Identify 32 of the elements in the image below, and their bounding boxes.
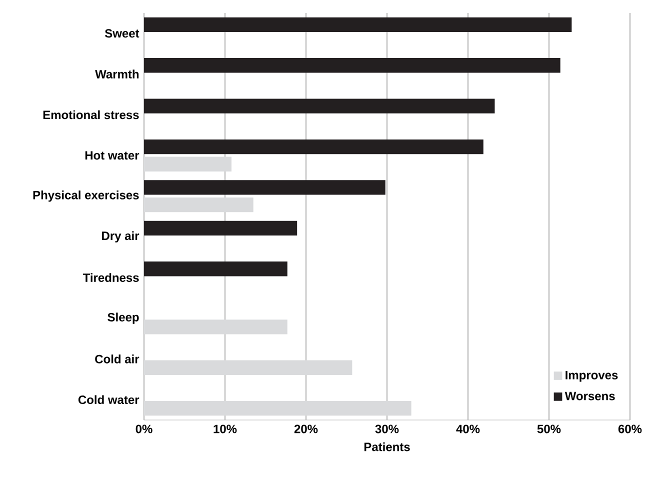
bar	[144, 156, 232, 172]
y-tick-label: Dry air	[102, 231, 140, 242]
bar	[144, 197, 254, 212]
bar	[144, 262, 288, 276]
bar	[144, 98, 495, 114]
legend-label: Worsens	[564, 392, 615, 400]
y-tick-label: Sweet	[104, 29, 140, 38]
bar	[144, 17, 572, 32]
x-tick-label: 20%	[294, 424, 318, 434]
y-tick-label: Cold water	[78, 395, 140, 404]
y-tick-label: Physical exercises	[33, 190, 139, 202]
x-tick-label: 0%	[136, 424, 152, 434]
bar	[144, 360, 352, 375]
y-tick-label: Sleep	[108, 312, 139, 324]
x-tick-label: 60%	[618, 424, 642, 434]
x-tick-label: 50%	[537, 424, 561, 434]
bar	[144, 180, 386, 195]
legend-label: Improves	[566, 371, 618, 382]
bar	[144, 400, 412, 416]
x-tick-label: 30%	[375, 424, 399, 434]
bar	[144, 58, 560, 73]
bar	[144, 220, 298, 236]
bar	[144, 139, 484, 154]
x-axis-title: Patients	[364, 442, 410, 452]
x-tick-label: 40%	[456, 424, 480, 434]
y-tick-label: Tiredness	[82, 273, 139, 282]
y-tick-label: Hot water	[85, 151, 140, 160]
x-tick-label: 10%	[214, 424, 237, 434]
y-tick-label: Warmth	[95, 70, 139, 78]
y-tick-label: Cold air	[95, 354, 140, 364]
bar	[144, 320, 288, 334]
y-tick-label: Emotional stress	[43, 110, 139, 120]
